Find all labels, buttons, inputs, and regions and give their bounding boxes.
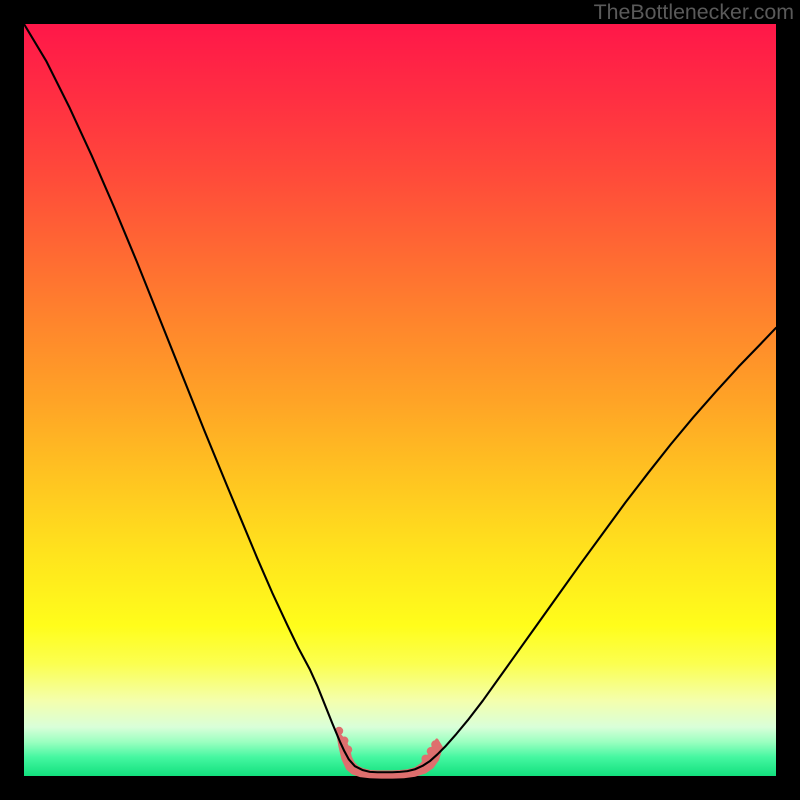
bulge-dot xyxy=(431,740,439,748)
watermark-text: TheBottlenecker.com xyxy=(594,0,794,25)
bulge-dot xyxy=(427,747,435,755)
chart-svg xyxy=(24,24,776,776)
bottleneck-curve xyxy=(24,24,776,772)
plot-area xyxy=(24,24,776,776)
chart-frame: { "meta": { "figure_px": { "width": 800,… xyxy=(0,0,800,800)
